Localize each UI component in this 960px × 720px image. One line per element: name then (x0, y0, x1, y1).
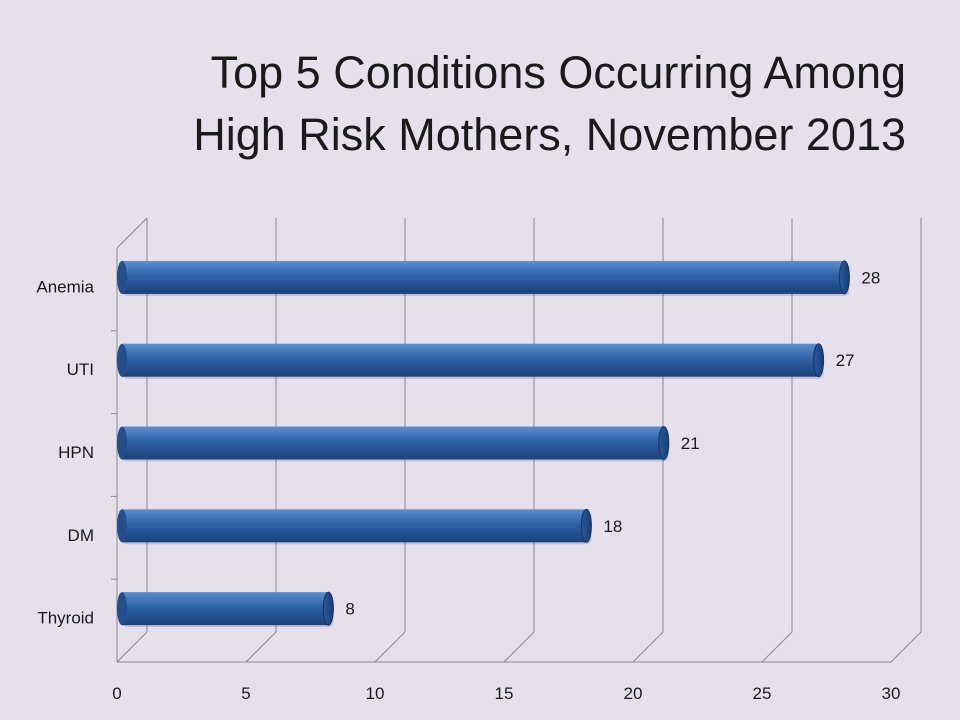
floor-gridline (245, 631, 277, 663)
chart-title-line-2: High Risk Mothers, November 2013 (193, 109, 906, 160)
bar (122, 260, 845, 294)
bar-left-cap (117, 426, 127, 460)
bar-left-cap (117, 592, 127, 626)
axis-top-connector (116, 217, 148, 249)
chart-title-line-1: Top 5 Conditions Occurring Among (210, 47, 906, 98)
category-label: HPN (58, 443, 94, 462)
bar-end-cap (658, 426, 670, 460)
bar-end-cap (580, 508, 592, 543)
x-tick-label: 30 (882, 684, 901, 703)
floor-gridline (761, 631, 793, 663)
bar (122, 592, 329, 626)
data-label: 18 (603, 517, 622, 536)
bar-left-cap (117, 260, 127, 294)
bar (122, 426, 664, 460)
x-tick-label: 25 (753, 684, 772, 703)
floor-gridline (503, 631, 535, 663)
x-tick-label: 10 (366, 684, 385, 703)
data-label: 28 (861, 268, 880, 287)
floor-gridline (374, 631, 406, 663)
data-label: 27 (836, 351, 855, 370)
bar-end-cap (838, 260, 850, 295)
bar-left-cap (117, 509, 127, 543)
category-label: UTI (67, 360, 94, 379)
category-label: Anemia (36, 277, 94, 296)
x-tick-label: 20 (624, 684, 643, 703)
floor-gridline (116, 631, 148, 663)
category-label: Thyroid (37, 609, 94, 628)
bar-end-cap (322, 591, 334, 626)
floor-gridline (632, 631, 664, 663)
bar (122, 509, 587, 543)
bar (122, 343, 819, 377)
floor-gridline (890, 631, 922, 663)
x-tick-label: 5 (241, 684, 250, 703)
chart-title: Top 5 Conditions Occurring Among High Ri… (100, 42, 906, 166)
data-label: 8 (345, 600, 354, 619)
category-label: DM (68, 526, 94, 545)
x-tick-label: 15 (495, 684, 514, 703)
bar-end-cap (813, 343, 825, 378)
bar-left-cap (117, 343, 127, 377)
data-label: 21 (681, 434, 700, 453)
x-tick-label: 0 (112, 684, 121, 703)
